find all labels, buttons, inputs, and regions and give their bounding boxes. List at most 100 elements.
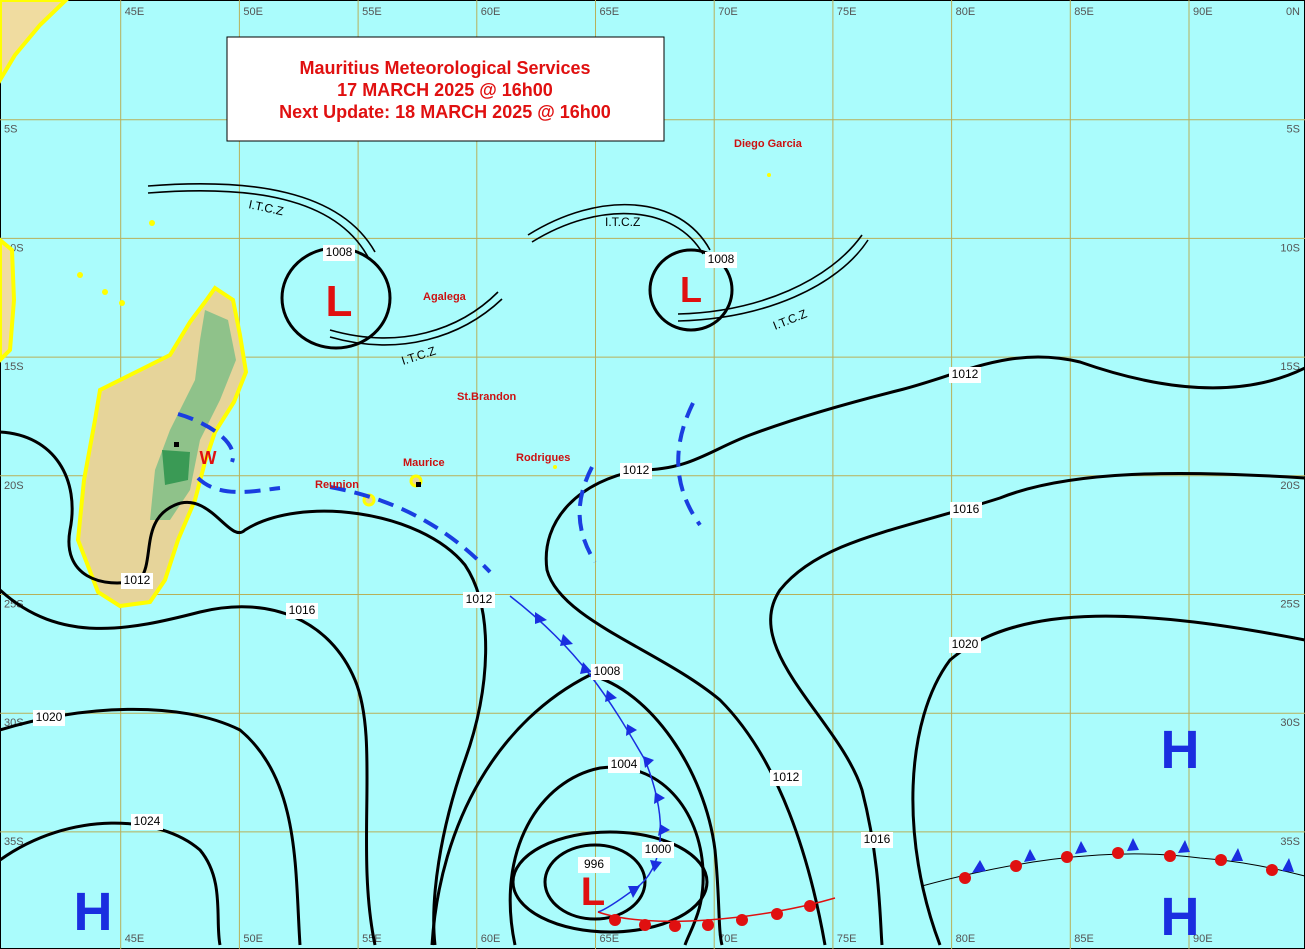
city bbox=[174, 442, 179, 447]
longitude-label: 45E bbox=[125, 933, 145, 945]
longitude-label: 70E bbox=[718, 6, 738, 18]
itcz-line bbox=[527, 203, 711, 251]
itcz-line bbox=[329, 298, 503, 346]
isobar-label-bg bbox=[861, 832, 893, 848]
isobar-label-bg bbox=[620, 463, 652, 479]
warm-front-bumps bbox=[609, 900, 816, 932]
latitude-label: 35S bbox=[1280, 836, 1300, 848]
latitude-label: 30S bbox=[1280, 717, 1300, 729]
isobar bbox=[0, 821, 222, 946]
trough bbox=[329, 485, 492, 574]
low-center: L bbox=[680, 269, 702, 310]
isobar bbox=[0, 588, 377, 946]
cold-front bbox=[509, 595, 662, 913]
itcz-line bbox=[329, 291, 499, 339]
trough bbox=[676, 402, 702, 527]
isobar-label-bg bbox=[578, 857, 610, 873]
trough bbox=[196, 476, 281, 494]
longitude-label: 55E bbox=[362, 933, 382, 945]
latitude-label: 15S bbox=[1280, 361, 1300, 373]
island bbox=[77, 272, 83, 278]
isobar-label: 1016 bbox=[864, 832, 891, 846]
isobar-label-bg bbox=[608, 757, 640, 773]
island bbox=[149, 220, 155, 226]
itcz-line bbox=[677, 234, 863, 315]
isobar-label: 1012 bbox=[952, 367, 979, 381]
isobar-label: 1012 bbox=[623, 463, 650, 477]
stationary-front-marks bbox=[959, 838, 1294, 884]
isobar-label-bg bbox=[121, 573, 153, 589]
warning-mark: W bbox=[200, 448, 217, 468]
longitude-label: 65E bbox=[600, 933, 620, 945]
isobar-label-bg bbox=[591, 664, 623, 680]
isobar-label: 1008 bbox=[708, 252, 735, 266]
isobar-label-bg bbox=[705, 252, 737, 268]
longitude-label: 75E bbox=[837, 6, 857, 18]
isobar-label-bg bbox=[770, 770, 802, 786]
longitude-label: 65E bbox=[600, 6, 620, 18]
place-label: St.Brandon bbox=[457, 391, 517, 403]
isobar-label: 1012 bbox=[466, 592, 493, 606]
isobar-label-bg bbox=[642, 842, 674, 858]
africa bbox=[0, 0, 69, 84]
isobar-label: 996 bbox=[584, 857, 604, 871]
place-label: Agalega bbox=[423, 291, 467, 303]
isobar-labels: 1008 1008 1012 1012 1012 1012 1012 1016 1016 1016… bbox=[33, 245, 982, 873]
city bbox=[416, 482, 421, 487]
isobar-label: 1008 bbox=[594, 664, 621, 678]
isobar-label-bg bbox=[949, 637, 981, 653]
longitude-label: 75E bbox=[837, 933, 857, 945]
place-label: Maurice bbox=[403, 457, 445, 469]
header-line: Mauritius Meteorological Services bbox=[299, 58, 590, 78]
trough bbox=[177, 412, 236, 463]
isobar-label-bg bbox=[323, 245, 355, 261]
itcz bbox=[147, 182, 869, 346]
trough bbox=[577, 466, 597, 564]
latitude-label: 15S bbox=[4, 361, 24, 373]
longitude-label: 60E bbox=[481, 6, 501, 18]
low-center: L bbox=[581, 870, 605, 914]
longitude-label: 55E bbox=[362, 6, 382, 18]
island bbox=[102, 289, 108, 295]
isobar-label: 1020 bbox=[36, 710, 63, 724]
longitude-label: 70E bbox=[718, 933, 738, 945]
centers: L L L H H H W bbox=[74, 269, 1200, 947]
isobar-label: 1024 bbox=[134, 814, 161, 828]
itcz-line bbox=[531, 212, 704, 255]
africa bbox=[0, 237, 17, 363]
isobar bbox=[0, 707, 302, 946]
high-center: H bbox=[1161, 887, 1200, 947]
longitude-label: 60E bbox=[481, 933, 501, 945]
longitude-label: 45E bbox=[125, 6, 145, 18]
latitude-label: 5S bbox=[4, 124, 17, 136]
isobar bbox=[0, 430, 488, 946]
island bbox=[119, 300, 125, 306]
latitude-label: 5S bbox=[1287, 124, 1300, 136]
place-label: Rodrigues bbox=[516, 452, 570, 464]
isobars bbox=[0, 246, 1305, 946]
high-center: H bbox=[1161, 720, 1200, 780]
isobar bbox=[543, 843, 647, 921]
itcz-label: I.T.C.Z bbox=[605, 215, 640, 229]
longitude-label: 90E bbox=[1193, 933, 1213, 945]
highlands bbox=[162, 450, 190, 485]
latitude-label: 25S bbox=[1280, 599, 1300, 611]
isobar-label-bg bbox=[950, 502, 982, 518]
longitude-label: 85E bbox=[1074, 933, 1094, 945]
place-label: Reunion bbox=[315, 479, 359, 491]
island bbox=[767, 173, 771, 177]
isobar-label: 1012 bbox=[124, 573, 151, 587]
island bbox=[553, 465, 557, 469]
low-center: L bbox=[326, 277, 353, 326]
isobar-label-bg bbox=[286, 603, 318, 619]
high-center: H bbox=[74, 882, 113, 942]
longitude-label: 85E bbox=[1074, 6, 1094, 18]
latitude-label: 25S bbox=[4, 599, 24, 611]
latitude-label: 35S bbox=[4, 836, 24, 848]
header-line: Next Update: 18 MARCH 2025 @ 16h00 bbox=[279, 102, 611, 122]
isobar-label: 1012 bbox=[773, 770, 800, 784]
latitude-label: 0N bbox=[1286, 6, 1300, 18]
latitude-label: 20S bbox=[4, 480, 24, 492]
